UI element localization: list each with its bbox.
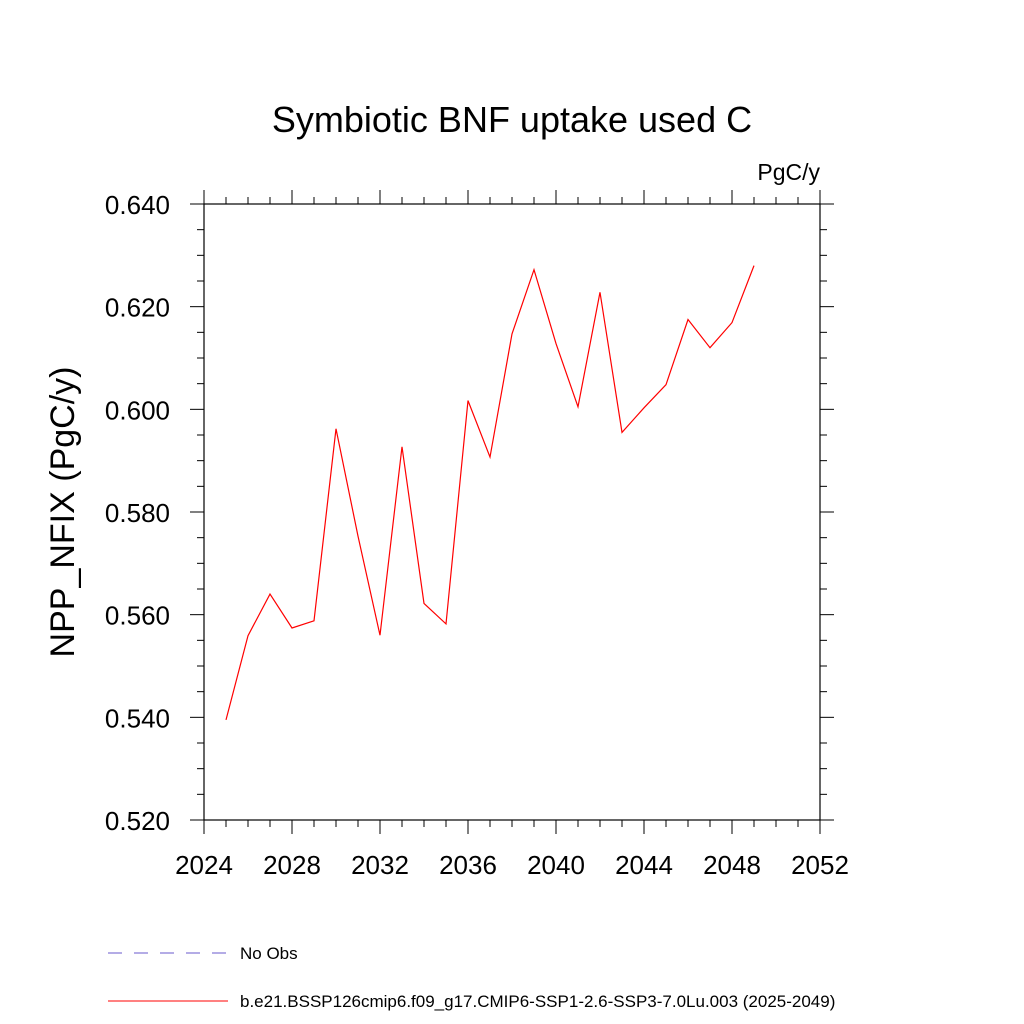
x-tick-label: 2036 <box>439 850 497 880</box>
x-tick-labels: 2024 2028 2032 2036 2040 2044 2048 2052 <box>175 850 849 880</box>
x-tick-label: 2024 <box>175 850 233 880</box>
y-tick-label: 0.580 <box>105 498 170 528</box>
x-tick-label: 2028 <box>263 850 321 880</box>
series-layer <box>225 265 755 721</box>
x-tick-label: 2052 <box>791 850 849 880</box>
chart-title: Symbiotic BNF uptake used C <box>272 99 752 140</box>
y-tick-label: 0.600 <box>105 395 170 425</box>
y-tick-label: 0.620 <box>105 293 170 323</box>
y-tick-labels: 0.520 0.540 0.560 0.580 0.600 0.620 0.640 <box>105 190 170 836</box>
x-tick-label: 2032 <box>351 850 409 880</box>
x-tick-label: 2044 <box>615 850 673 880</box>
units-label: PgC/y <box>757 159 820 185</box>
legend: No Obs b.e21.BSSP126cmip6.f09_g17.CMIP6-… <box>108 944 835 1011</box>
y-tick-label: 0.560 <box>105 601 170 631</box>
y-tick-label: 0.520 <box>105 806 170 836</box>
y-axis-label: NPP_NFIX (PgC/y) <box>44 367 82 658</box>
series-line <box>225 265 755 721</box>
x-tick-label: 2040 <box>527 850 585 880</box>
legend-label-series: b.e21.BSSP126cmip6.f09_g17.CMIP6-SSP1-2.… <box>240 992 835 1011</box>
legend-label-no-obs: No Obs <box>240 944 298 963</box>
x-tick-label: 2048 <box>703 850 761 880</box>
plot-frame <box>203 203 821 821</box>
y-tick-label: 0.540 <box>105 703 170 733</box>
plot-axes <box>190 190 834 834</box>
y-tick-label: 0.640 <box>105 190 170 220</box>
